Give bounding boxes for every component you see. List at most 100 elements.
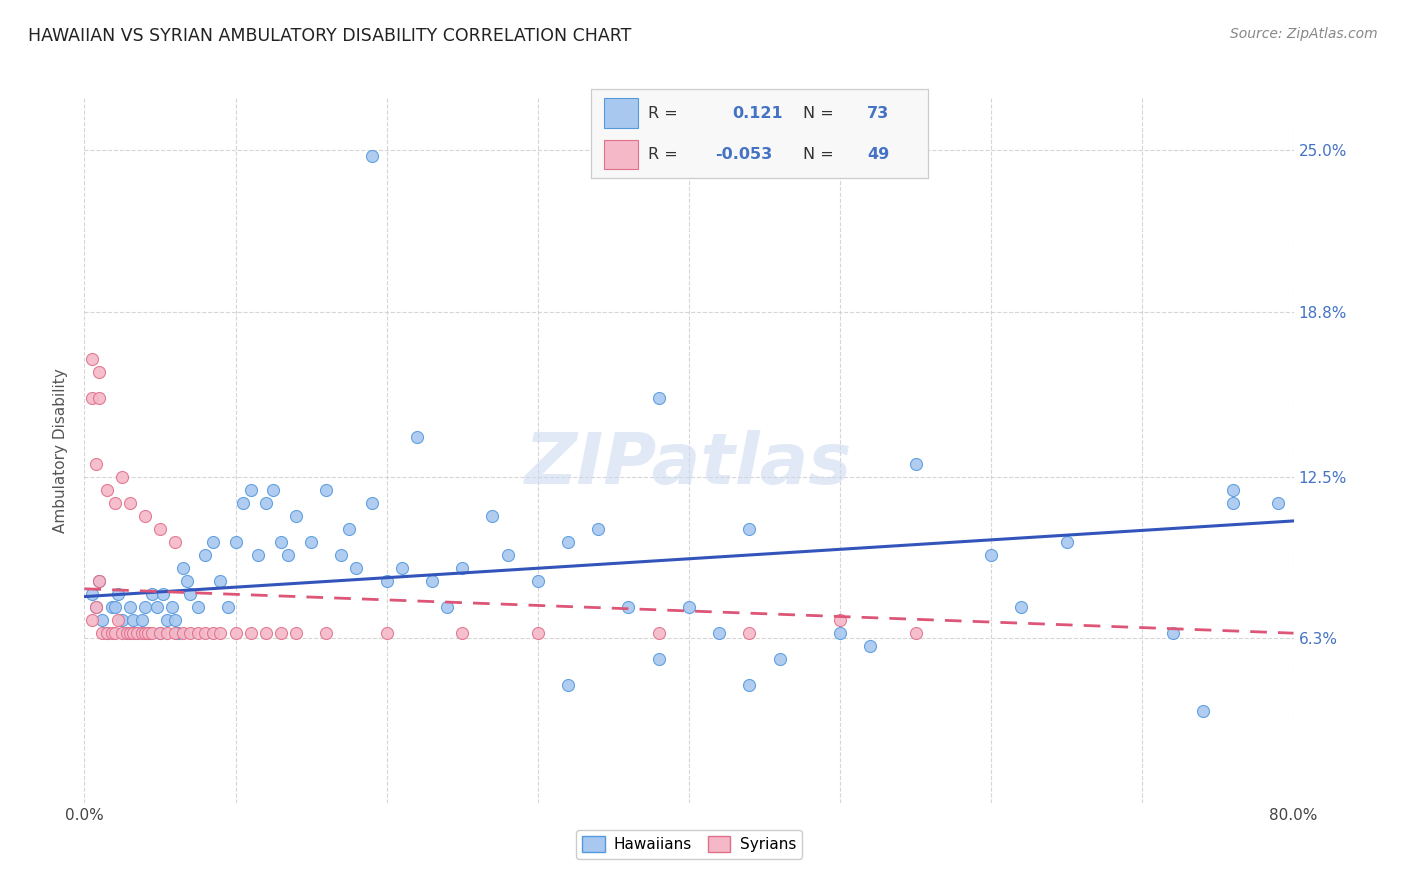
Point (451, 561, 474, 575)
Point (346, 561, 368, 575)
Point (96, 626, 118, 640)
Point (299, 534, 322, 549)
Point (149, 626, 172, 640)
Point (149, 522, 172, 536)
Point (89, 391, 111, 405)
Point (111, 613, 134, 627)
Point (436, 600, 458, 615)
Point (104, 496, 127, 510)
Point (80, 391, 103, 405)
Point (104, 626, 127, 640)
Point (89, 574, 111, 588)
Text: -0.053: -0.053 (716, 147, 773, 161)
Point (172, 626, 194, 640)
Point (254, 496, 277, 510)
Point (648, 626, 671, 640)
Point (160, 600, 183, 615)
Text: 73: 73 (868, 106, 890, 120)
Point (179, 626, 201, 640)
Point (80, 587, 103, 601)
Point (557, 678, 579, 692)
Point (617, 600, 640, 615)
Point (115, 626, 138, 640)
Point (1222, 496, 1244, 510)
Point (104, 600, 127, 615)
Y-axis label: Ambulatory Disability: Ambulatory Disability (53, 368, 69, 533)
Point (86, 457, 108, 471)
Point (330, 548, 353, 562)
Point (1222, 483, 1244, 497)
Point (152, 587, 174, 601)
Point (262, 483, 284, 497)
Text: HAWAIIAN VS SYRIAN AMBULATORY DISABILITY CORRELATION CHART: HAWAIIAN VS SYRIAN AMBULATORY DISABILITY… (28, 27, 631, 45)
Point (80, 352, 103, 367)
Point (285, 508, 308, 523)
Point (146, 600, 169, 615)
Point (100, 626, 122, 640)
Point (980, 548, 1002, 562)
Point (738, 522, 761, 536)
Point (134, 626, 156, 640)
Point (141, 626, 163, 640)
Point (239, 626, 262, 640)
Text: N =: N = (803, 106, 834, 120)
Point (107, 613, 129, 627)
Point (118, 496, 141, 510)
Point (1192, 705, 1215, 719)
Point (375, 574, 398, 588)
Point (315, 483, 337, 497)
Point (225, 626, 247, 640)
Point (225, 534, 247, 549)
Point (131, 613, 153, 627)
Point (360, 148, 382, 162)
Point (100, 600, 122, 615)
Point (91, 613, 114, 627)
Point (247, 548, 270, 562)
Point (127, 626, 149, 640)
Point (709, 626, 731, 640)
Point (134, 508, 156, 523)
Point (141, 587, 163, 601)
Text: R =: R = (648, 106, 678, 120)
Point (270, 534, 292, 549)
Point (107, 587, 129, 601)
Point (360, 496, 382, 510)
Point (451, 626, 474, 640)
Point (769, 652, 792, 666)
Point (96, 483, 118, 497)
Point (375, 626, 398, 640)
Point (1161, 626, 1184, 640)
Point (121, 613, 143, 627)
Point (118, 600, 141, 615)
Point (391, 561, 413, 575)
Point (176, 574, 198, 588)
Bar (605, 140, 638, 169)
Text: Source: ZipAtlas.com: Source: ZipAtlas.com (1230, 27, 1378, 41)
Point (167, 626, 190, 640)
Point (149, 626, 172, 640)
Point (89, 365, 111, 379)
Point (118, 626, 141, 640)
Point (648, 391, 671, 405)
Point (1267, 496, 1289, 510)
Point (187, 626, 209, 640)
Bar (605, 98, 638, 128)
Point (111, 626, 134, 640)
Point (111, 469, 134, 483)
Point (172, 561, 194, 575)
Point (131, 626, 153, 640)
Text: R =: R = (648, 147, 678, 161)
Point (285, 626, 308, 640)
Point (115, 626, 138, 640)
Point (96, 626, 118, 640)
Point (1011, 600, 1033, 615)
Text: 0.121: 0.121 (733, 106, 783, 120)
Point (91, 626, 114, 640)
Text: N =: N = (803, 147, 834, 161)
Point (136, 626, 159, 640)
Point (80, 613, 103, 627)
Point (194, 548, 217, 562)
Point (496, 548, 519, 562)
Point (481, 508, 503, 523)
Point (121, 626, 143, 640)
